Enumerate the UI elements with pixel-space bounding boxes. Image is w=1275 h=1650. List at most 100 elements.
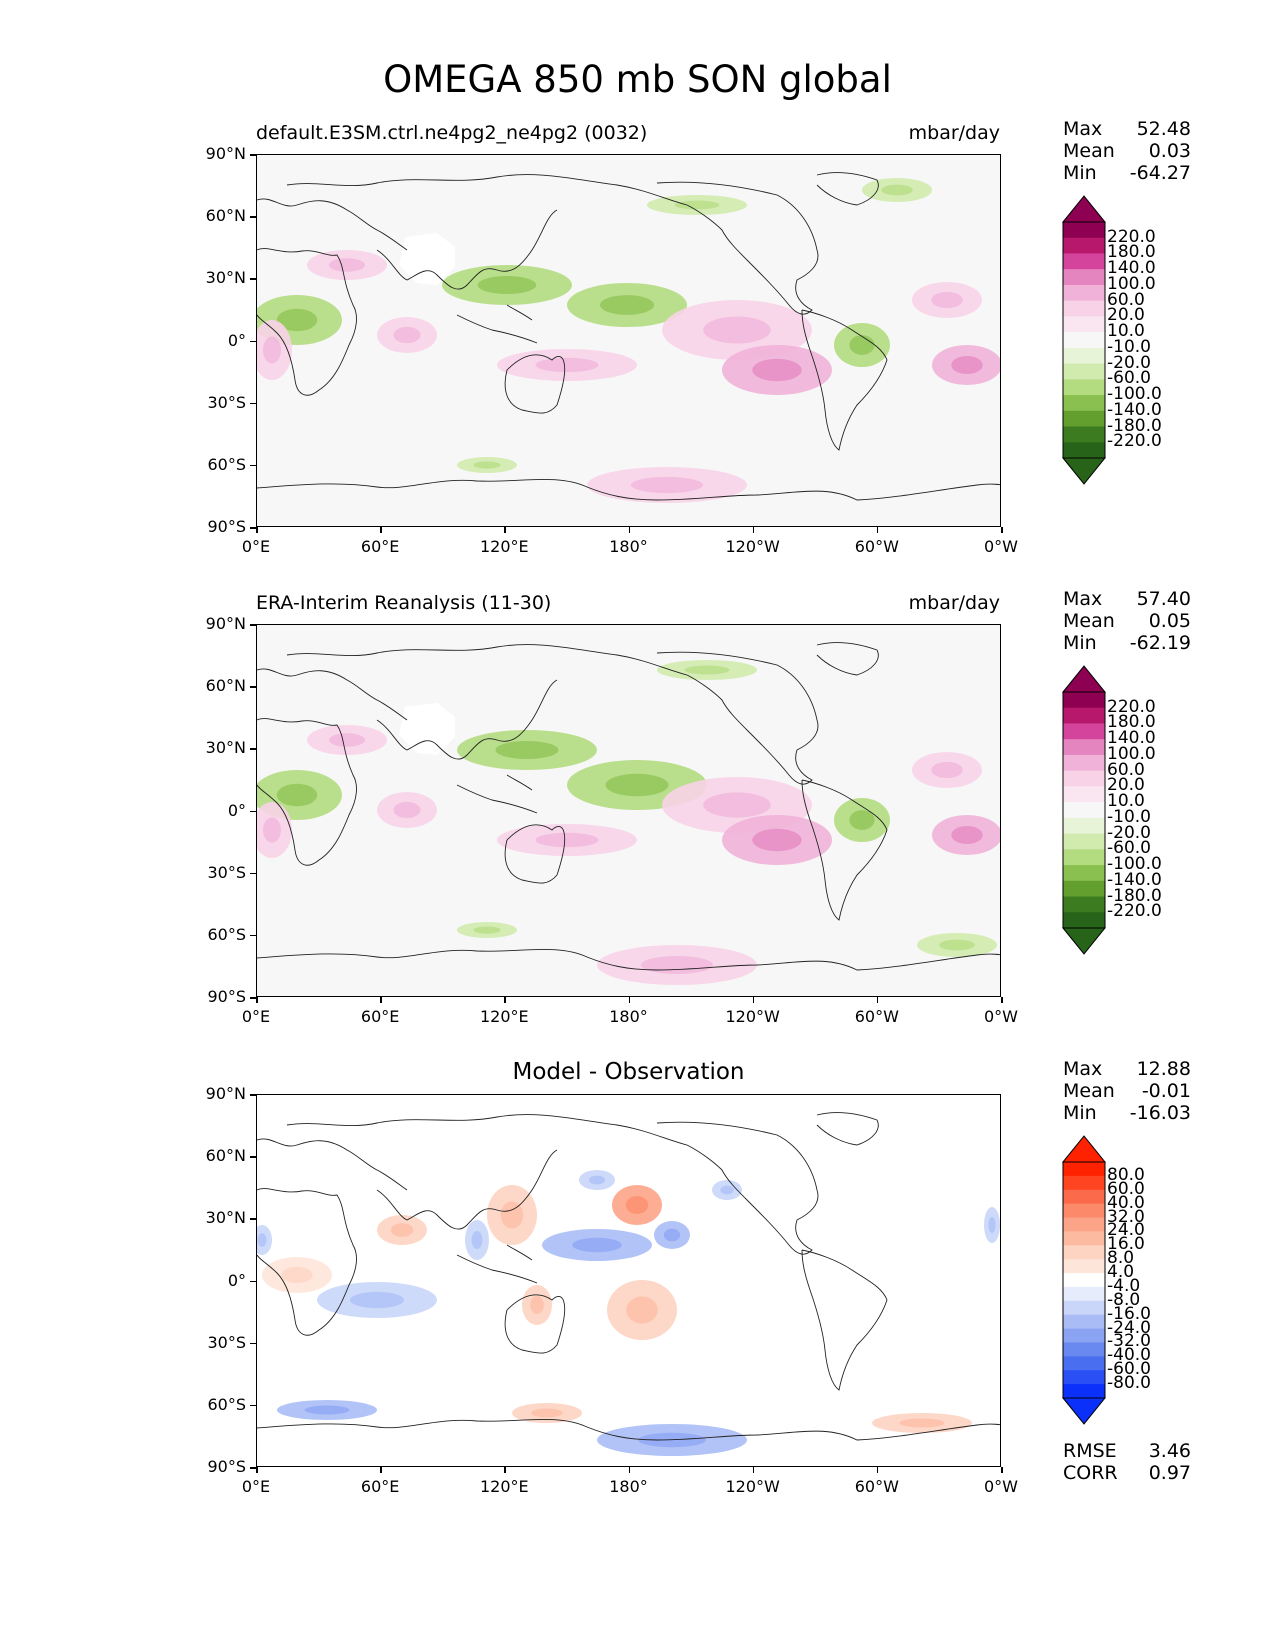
- lon-label: 0°W: [984, 1007, 1018, 1026]
- lon-tick: [380, 1467, 382, 1473]
- lat-tick: [250, 748, 256, 750]
- coastline: [816, 642, 879, 676]
- lon-label: 0°E: [241, 537, 271, 556]
- colorbar-label: 8.0: [1107, 1248, 1135, 1269]
- lon-label: 60°W: [854, 1007, 899, 1026]
- lat-tick: [250, 1467, 256, 1469]
- field-core: [263, 817, 281, 843]
- colorbar-segment: [1063, 253, 1105, 270]
- field-core: [703, 316, 771, 344]
- colorbar-label: -10.0: [1107, 806, 1151, 827]
- colorbar-label: -60.0: [1107, 1359, 1151, 1380]
- lat-tick: [250, 464, 256, 467]
- lat-label: 30°S: [207, 392, 246, 412]
- stat-label: Min: [1063, 632, 1097, 654]
- stat-label: Max: [1063, 588, 1103, 610]
- colorbar-label: -4.0: [1107, 1275, 1141, 1296]
- colorbar-label: -32.0: [1107, 1331, 1151, 1352]
- lon-tick: [752, 997, 755, 1003]
- coastline: [504, 1294, 566, 1354]
- stat-row: Mean 0.03: [1063, 140, 1191, 162]
- lat-tick: [250, 686, 256, 688]
- stat-value: -0.01: [1141, 1080, 1191, 1102]
- colorbar-label: 100.0: [1107, 743, 1156, 764]
- colorbar-segment: [1063, 1217, 1105, 1232]
- stat-value: 0.05: [1148, 610, 1191, 632]
- coastline: [257, 948, 1000, 971]
- stat-row: Mean 0.05: [1063, 610, 1191, 632]
- lon-tick: [876, 1467, 879, 1473]
- colorbar-segment: [1063, 1286, 1105, 1302]
- colorbar-label: -180.0: [1107, 885, 1162, 906]
- lat-tick: [250, 154, 256, 156]
- colorbar-segment: [1063, 896, 1105, 913]
- lon-tick: [380, 997, 382, 1003]
- panel-2: ERA-Interim Reanalysis (11-30) mbar/day 90…: [0, 470, 1275, 1026]
- stat-label: Mean: [1063, 140, 1115, 162]
- coastline: [656, 651, 819, 785]
- panel-units: mbar/day: [908, 592, 1000, 614]
- map-field-svg: [257, 1095, 1000, 1466]
- lon-tick: [1001, 527, 1003, 533]
- coastline: [816, 172, 879, 206]
- lat-label: 30°N: [205, 1208, 246, 1228]
- lon-label: 180°: [609, 1477, 648, 1496]
- colorbar-segment: [1063, 754, 1105, 772]
- lon-label: 120°E: [480, 537, 529, 556]
- field-core: [703, 792, 771, 818]
- colorbar-segment: [1063, 1328, 1105, 1343]
- colorbar-label: 80.0: [1107, 1164, 1145, 1185]
- field-core: [530, 1296, 544, 1314]
- footer-value: 0.97: [1148, 1462, 1191, 1484]
- field-core: [471, 1231, 483, 1249]
- lat-label: 90°N: [205, 144, 246, 163]
- lon-tick: [752, 527, 755, 533]
- lat-label: 0°: [227, 330, 246, 350]
- coastline: [506, 1244, 533, 1261]
- field-core: [720, 1185, 734, 1195]
- field-core: [393, 326, 421, 344]
- field-core: [939, 939, 975, 951]
- panel-title-left: ERA-Interim Reanalysis (11-30): [256, 592, 552, 614]
- colorbar-segment: [1063, 300, 1105, 317]
- stats-box: Max 52.48 Mean 0.03 Min -64.27: [1063, 118, 1191, 184]
- coastline: [257, 668, 408, 721]
- field-core: [257, 1233, 267, 1247]
- field-core: [951, 356, 983, 374]
- colorbar-segment: [1063, 1162, 1105, 1177]
- lat-tick: [250, 1218, 256, 1220]
- colorbar-segment: [1063, 849, 1105, 866]
- colorbar-outline: [1062, 691, 1106, 929]
- stat-row: Mean -0.01: [1063, 1080, 1191, 1102]
- stat-value: 57.40: [1136, 588, 1191, 610]
- lat-label: 0°: [227, 800, 246, 820]
- colorbar-label: -140.0: [1107, 399, 1162, 420]
- lon-label: 180°: [609, 537, 648, 556]
- colorbar-label: -220.0: [1107, 901, 1162, 922]
- colorbar-label: 10.0: [1107, 321, 1145, 342]
- coastline: [456, 784, 538, 814]
- field-core: [531, 1408, 563, 1418]
- lat-label: 30°N: [205, 738, 246, 758]
- colorbar: [1061, 195, 1107, 489]
- colorbar-segment: [1063, 410, 1105, 428]
- lat-tick: [250, 1342, 256, 1345]
- field-core: [535, 832, 599, 848]
- coastline: [801, 779, 888, 921]
- footer-stats: RMSE 3.46 CORR 0.97: [1063, 1440, 1191, 1484]
- colorbar-label: 24.0: [1107, 1220, 1145, 1241]
- field-core: [281, 1266, 313, 1284]
- lat-label: 60°S: [207, 454, 246, 474]
- lon-label: 120°W: [725, 1007, 780, 1026]
- lat-tick: [250, 527, 256, 529]
- panel-title-left: default.E3SM.ctrl.ne4pg2_ne4pg2 (0032): [256, 122, 648, 144]
- coastline: [801, 309, 888, 451]
- field-core: [390, 1223, 414, 1237]
- colorbar-segment: [1063, 1175, 1105, 1191]
- colorbar-label: 60.0: [1107, 759, 1145, 780]
- stat-value: 12.88: [1136, 1058, 1191, 1080]
- stat-row: Max 57.40: [1063, 588, 1191, 610]
- lon-label: 0°E: [241, 1007, 271, 1026]
- stat-label: Min: [1063, 162, 1097, 184]
- colorbar-label: 100.0: [1107, 273, 1156, 294]
